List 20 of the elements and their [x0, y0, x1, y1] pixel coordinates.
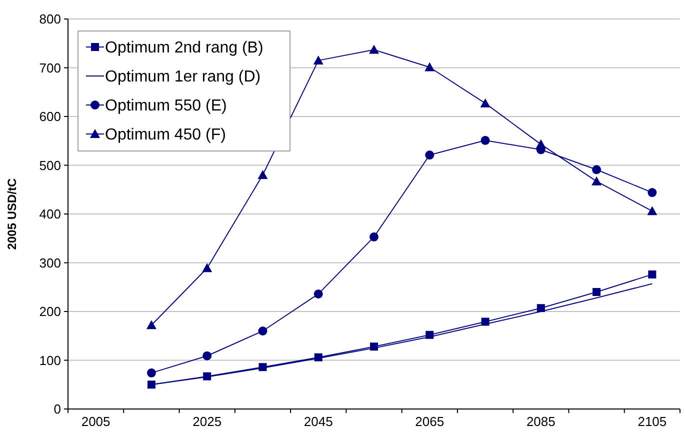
- x-tick-label: 2005: [81, 414, 110, 429]
- y-tick-label: 600: [39, 109, 61, 124]
- legend-label: Optimum 550 (E): [105, 98, 227, 115]
- y-tick-label: 300: [39, 255, 61, 270]
- legend-label: Optimum 2nd rang (B): [105, 40, 264, 57]
- y-tick-label: 0: [54, 402, 61, 417]
- x-tick-label: 2065: [415, 414, 444, 429]
- y-tick-label: 100: [39, 352, 61, 368]
- x-tick-label: 2085: [526, 414, 556, 429]
- y-axis-title: 2005 USD/tC: [5, 178, 19, 250]
- x-tick-label: 2025: [192, 414, 222, 429]
- y-tick-label: 700: [39, 60, 61, 76]
- x-tick-label: 2105: [638, 414, 667, 429]
- legend-label: Optimum 1er rang (D): [105, 68, 261, 86]
- y-tick-label: 800: [39, 12, 61, 27]
- y-tick-label: 500: [39, 158, 61, 173]
- y-tick-label: 400: [39, 206, 61, 222]
- x-tick-label: 2045: [304, 414, 333, 429]
- legend-label: Optimum 450 (F): [105, 126, 226, 144]
- y-tick-label: 200: [39, 304, 61, 320]
